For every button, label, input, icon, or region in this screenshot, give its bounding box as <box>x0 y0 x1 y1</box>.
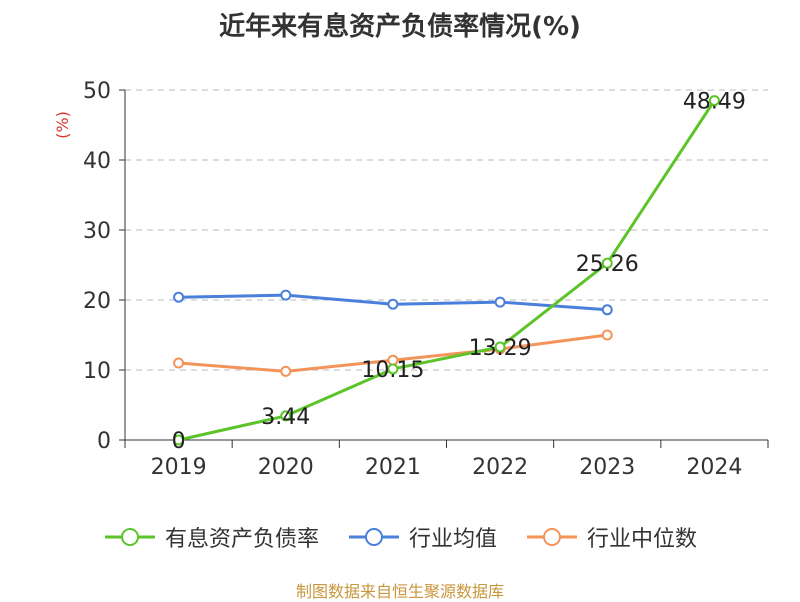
y-tick-label: 50 <box>83 79 111 104</box>
data-point <box>601 304 613 316</box>
data-point <box>280 289 292 301</box>
legend-item[interactable]: 行业均值 <box>347 521 497 553</box>
data-point <box>601 257 613 269</box>
x-tick-label: 2019 <box>151 455 207 480</box>
x-tick-label: 2020 <box>258 455 314 480</box>
legend-swatch <box>527 528 577 546</box>
data-label: 48.49 <box>683 90 746 115</box>
x-tick-label: 2022 <box>472 455 528 480</box>
legend-item[interactable]: 有息资产负债率 <box>103 521 319 553</box>
legend-item[interactable]: 行业中位数 <box>525 521 697 553</box>
y-tick-label: 10 <box>83 359 111 384</box>
y-tick-label: 0 <box>97 429 111 454</box>
chart-title: 近年来有息资产负债率情况(%) <box>219 12 581 42</box>
legend-swatch <box>348 528 399 546</box>
x-tick-label: 2021 <box>365 455 421 480</box>
data-point <box>494 341 506 353</box>
x-tick-label: 2023 <box>579 455 635 480</box>
legend-label: 行业均值 <box>408 527 497 552</box>
data-point <box>280 410 292 422</box>
data-point <box>173 291 185 303</box>
y-tick-label: 20 <box>83 289 111 314</box>
data-point <box>494 296 506 308</box>
data-label: 10.15 <box>361 358 424 383</box>
chart-legend: 有息资产负债率 行业均值 行业中位数 <box>0 520 800 554</box>
source-footer: 制图数据来自恒生聚源数据库 <box>295 582 504 601</box>
y-tick-label: 30 <box>83 219 111 244</box>
legend-swatch <box>104 528 155 546</box>
data-point <box>173 357 185 369</box>
series-line <box>178 99 716 442</box>
data-label: 25.26 <box>576 252 639 277</box>
y-axis-label: (%) <box>53 111 72 139</box>
legend-label: 行业中位数 <box>587 527 698 552</box>
y-tick-label: 40 <box>83 149 111 174</box>
data-label: 0 <box>172 429 186 454</box>
data-point <box>387 363 399 375</box>
data-label: 3.44 <box>261 405 310 430</box>
data-point <box>708 95 720 107</box>
x-tick-label: 2024 <box>686 455 742 480</box>
data-point <box>280 365 292 377</box>
data-point <box>601 329 613 341</box>
data-point <box>387 298 399 310</box>
data-point <box>173 434 185 446</box>
data-label: 13.29 <box>469 336 532 361</box>
legend-label: 有息资产负债率 <box>164 527 319 552</box>
